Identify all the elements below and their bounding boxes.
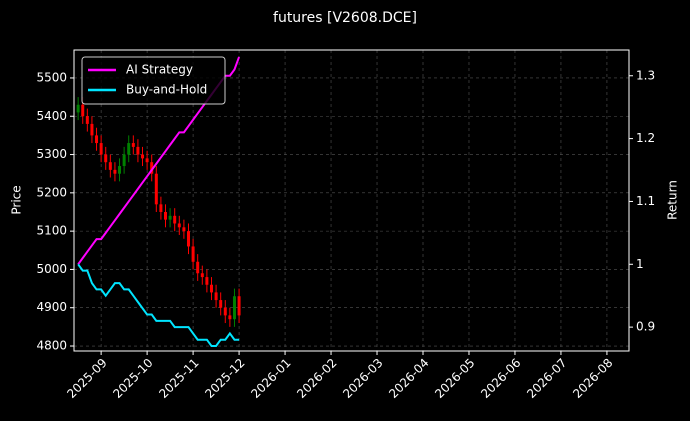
line-series xyxy=(77,263,240,347)
y-tick-label: 5000 xyxy=(36,262,67,276)
candle-body xyxy=(232,296,236,320)
candle-body xyxy=(182,227,186,232)
y2-tick-label: 0.9 xyxy=(636,320,655,334)
legend-label: Buy-and-Hold xyxy=(126,83,207,97)
y-tick-label: 4900 xyxy=(36,300,67,314)
legend-label: AI Strategy xyxy=(126,63,193,77)
candle-body xyxy=(81,104,85,117)
y-tick-label: 5200 xyxy=(36,185,67,199)
candle-body xyxy=(173,215,177,224)
candle-body xyxy=(127,143,131,155)
candle-body xyxy=(76,104,80,113)
x-tick-label: 2026-06 xyxy=(478,356,523,401)
candle-body xyxy=(214,292,218,301)
candle-body xyxy=(164,211,168,220)
legend-box xyxy=(81,56,226,105)
candle-body xyxy=(223,307,227,316)
candle-body xyxy=(108,162,112,170)
candle-body xyxy=(154,173,158,205)
candle-body xyxy=(118,166,122,174)
candle-body xyxy=(150,162,154,174)
candle-body xyxy=(90,123,94,136)
candle-body xyxy=(186,231,190,247)
y-tick-label: 5400 xyxy=(36,109,67,123)
candle-body xyxy=(122,154,126,167)
y-tick-label: 5300 xyxy=(36,147,67,161)
x-tick-label: 2025-12 xyxy=(202,356,247,401)
y2-tick-label: 1.3 xyxy=(636,68,655,82)
x-tick-label: 2026-07 xyxy=(524,356,569,401)
candle-body xyxy=(104,154,108,163)
candle-body xyxy=(141,154,145,159)
candle-body xyxy=(196,261,200,274)
x-tick-label: 2026-01 xyxy=(248,356,293,401)
x-tick-label: 2026-05 xyxy=(432,356,477,401)
candle-body xyxy=(113,169,117,174)
y2-tick-label: 1.1 xyxy=(636,194,655,208)
x-tick-label: 2026-02 xyxy=(294,356,339,401)
x-tick-label: 2026-04 xyxy=(386,356,431,401)
plot-frame xyxy=(73,49,630,352)
y-tick-label: 5100 xyxy=(36,224,67,238)
candle-body xyxy=(177,223,181,228)
x-tick-label: 2026-08 xyxy=(570,356,615,401)
candle-body xyxy=(99,143,103,155)
y2-tick-label: 1.2 xyxy=(636,131,655,145)
candle-body xyxy=(200,273,204,278)
y-tick-label: 4800 xyxy=(36,339,67,353)
x-tick-label: 2026-03 xyxy=(340,356,385,401)
candle-body xyxy=(131,143,135,147)
x-tick-label: 2025-11 xyxy=(156,356,201,401)
candle-body xyxy=(136,146,140,155)
candle-body xyxy=(145,158,149,163)
candle-body xyxy=(219,300,223,308)
candle-body xyxy=(209,284,213,293)
candle-body xyxy=(168,215,172,220)
chart-title: futures [V2608.DCE] xyxy=(273,10,417,26)
candle-body xyxy=(237,296,241,316)
candle-body xyxy=(228,315,232,320)
candle-body xyxy=(95,135,99,144)
y-tick-label: 5500 xyxy=(36,70,67,84)
candle-body xyxy=(159,204,163,212)
x-tick-label: 2025-10 xyxy=(110,356,155,401)
y-axis-label: Price xyxy=(10,185,24,214)
y2-tick-label: 1 xyxy=(636,257,644,271)
y2-axis-label: Return xyxy=(666,180,680,220)
candle-body xyxy=(191,246,195,262)
candle-body xyxy=(205,277,209,285)
candle-body xyxy=(85,116,89,124)
x-tick-label: 2025-09 xyxy=(64,356,109,401)
